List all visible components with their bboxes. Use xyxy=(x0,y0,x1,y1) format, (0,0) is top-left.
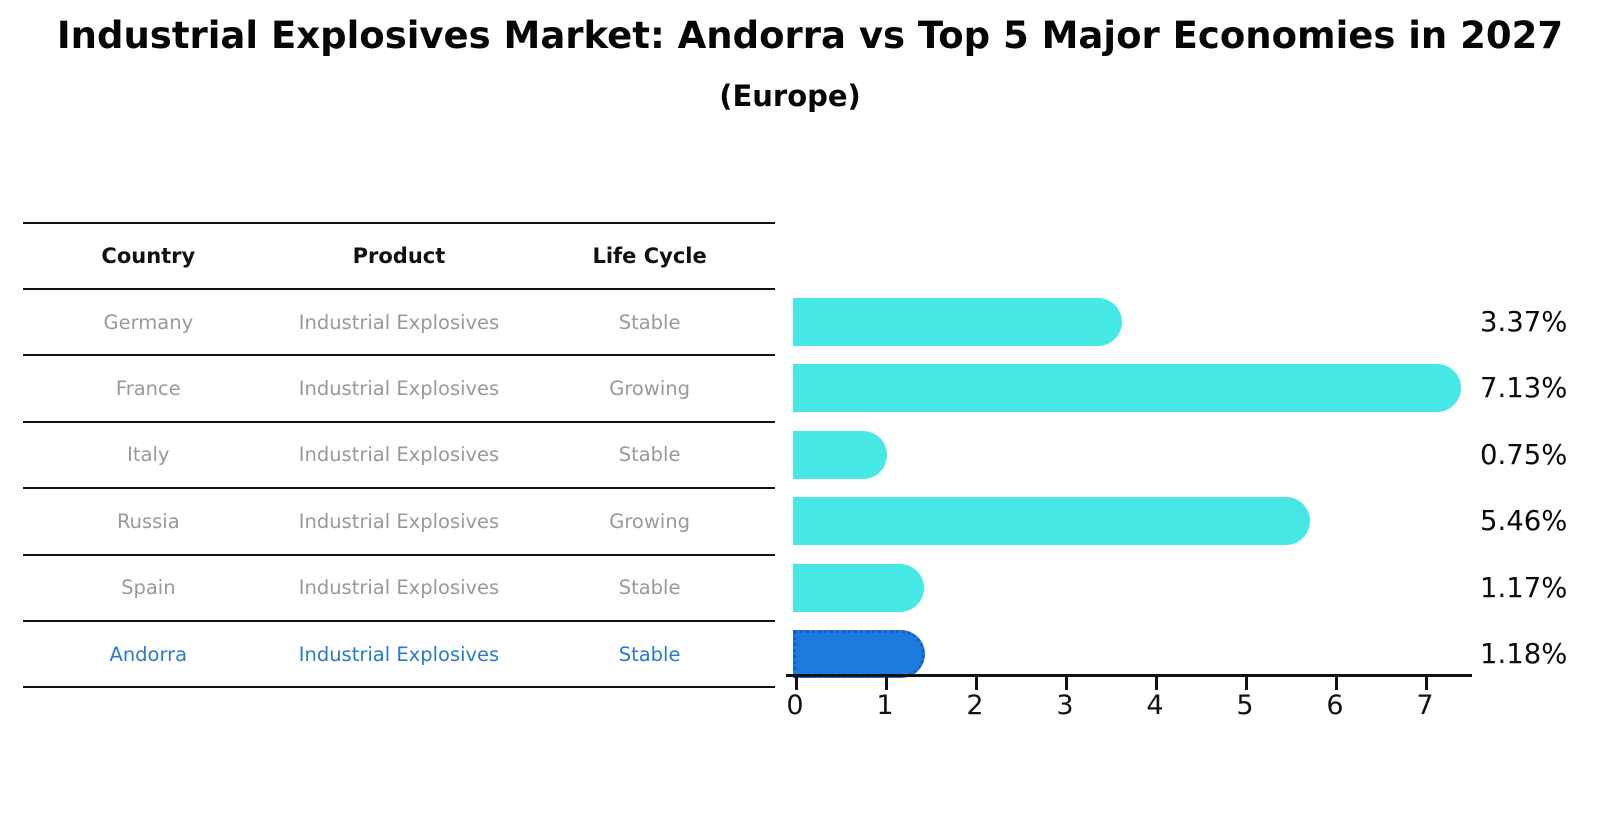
cell-product: Industrial Explosives xyxy=(298,310,500,334)
cell-product: Industrial Explosives xyxy=(298,377,500,401)
x-tick-0 xyxy=(795,677,798,690)
column-header-country: Country xyxy=(101,244,196,268)
bar-italy xyxy=(793,430,887,479)
cell-country: Andorra xyxy=(109,642,188,666)
cell-product: Industrial Explosives xyxy=(298,642,500,666)
cell-product: Industrial Explosives xyxy=(298,509,500,533)
value-label-russia: 5.46% xyxy=(1480,505,1568,538)
x-tick-6 xyxy=(1335,677,1338,690)
x-axis-line xyxy=(786,674,1472,677)
country-table: Country Product Life Cycle Germany Indust… xyxy=(23,222,775,689)
cell-country: Spain xyxy=(121,576,176,600)
value-label-france: 7.13% xyxy=(1480,372,1568,405)
x-tick-4 xyxy=(1155,677,1158,690)
x-tick-1 xyxy=(885,677,888,690)
x-tick-label-7: 7 xyxy=(1416,690,1434,721)
x-tick-label-2: 2 xyxy=(966,690,984,721)
cell-life-cycle: Growing xyxy=(609,377,690,401)
table-header-row: Country Product Life Cycle xyxy=(23,224,775,290)
x-tick-3 xyxy=(1065,677,1068,690)
table-body: Germany Industrial Explosives Stable France… xyxy=(23,290,775,689)
table-row-russia: Russia Industrial Explosives Growing xyxy=(23,489,775,556)
table-row-andorra: Andorra Industrial Explosives Stable xyxy=(23,622,775,689)
bar-russia xyxy=(793,497,1311,546)
table-row-spain: Spain Industrial Explosives Stable xyxy=(23,556,775,622)
chart-title: Industrial Explosives Market: Andorra vs… xyxy=(56,14,1564,57)
x-tick-label-0: 0 xyxy=(786,690,804,721)
chart-subtitle: (Europe) xyxy=(719,79,861,113)
table-row-germany: Germany Industrial Explosives Stable xyxy=(23,290,775,357)
x-tick-label-4: 4 xyxy=(1146,690,1164,721)
cell-life-cycle: Stable xyxy=(618,642,681,666)
bar-spain xyxy=(793,563,925,612)
bar-france xyxy=(793,364,1461,413)
value-label-italy: 0.75% xyxy=(1480,438,1568,471)
x-tick-7 xyxy=(1425,677,1428,690)
x-tick-5 xyxy=(1245,677,1248,690)
table-row-italy: Italy Industrial Explosives Stable xyxy=(23,423,775,490)
cell-life-cycle: Stable xyxy=(618,443,681,467)
cell-product: Industrial Explosives xyxy=(298,576,500,600)
column-header-life-cycle: Life Cycle xyxy=(592,244,707,268)
value-label-andorra: 1.18% xyxy=(1480,638,1568,671)
cell-life-cycle: Stable xyxy=(618,310,681,334)
cell-country: Italy xyxy=(127,443,170,467)
x-tick-2 xyxy=(975,677,978,690)
cell-country: France xyxy=(115,377,181,401)
bar-germany xyxy=(793,298,1123,346)
bar-andorra xyxy=(793,630,926,679)
cell-life-cycle: Stable xyxy=(618,576,681,600)
cell-country: Russia xyxy=(116,509,180,533)
cell-product: Industrial Explosives xyxy=(298,443,500,467)
cell-life-cycle: Growing xyxy=(609,509,690,533)
x-tick-label-1: 1 xyxy=(876,690,894,721)
value-label-germany: 3.37% xyxy=(1480,306,1568,338)
column-header-product: Product xyxy=(352,244,446,268)
table-row-france: France Industrial Explosives Growing xyxy=(23,356,775,423)
x-tick-label-3: 3 xyxy=(1056,690,1074,721)
x-tick-label-6: 6 xyxy=(1326,690,1344,721)
value-label-spain: 1.17% xyxy=(1480,571,1568,604)
x-tick-label-5: 5 xyxy=(1236,690,1254,721)
cell-country: Germany xyxy=(103,310,194,334)
